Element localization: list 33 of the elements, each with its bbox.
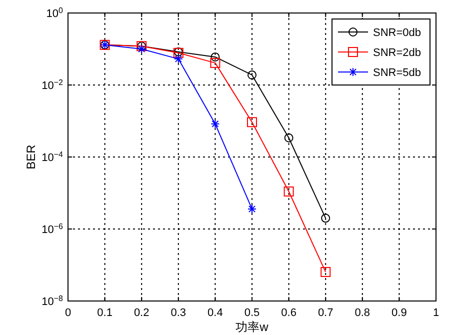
- point: [321, 214, 330, 223]
- x-tick-label: 0.4: [208, 307, 223, 319]
- x-axis-title: 功率w: [236, 320, 269, 334]
- x-tick-label: 0.8: [354, 307, 370, 319]
- legend-label: SNR=5db: [373, 67, 422, 79]
- x-tick-label: 0.9: [392, 307, 407, 319]
- y-tick-label: 10$^{−8}$: [42, 294, 64, 308]
- point: [210, 58, 220, 68]
- y-tick-label: 10$^{−4}$: [42, 150, 64, 164]
- point: [210, 119, 220, 128]
- y-tick-label: 10$^{0}$: [46, 6, 64, 20]
- x-tick-label: 0.6: [281, 307, 296, 319]
- point: [284, 186, 294, 197]
- point: [248, 70, 256, 80]
- point: [174, 54, 183, 64]
- x-tick-label: 1: [432, 307, 440, 319]
- x-tick-label: 0.5: [244, 307, 260, 319]
- x-tick-label: 0.3: [170, 307, 186, 319]
- point: [247, 117, 257, 128]
- x-tick-label: 0: [64, 307, 72, 319]
- y-tick-label: 10$^{−2}$: [42, 78, 64, 92]
- legend-label: SNR=0db: [373, 27, 422, 39]
- x-tick-label: 0.1: [97, 307, 112, 319]
- point: [137, 44, 146, 54]
- y-tick-label: 10$^{−6}$: [42, 222, 64, 236]
- x-tick-label: 0.2: [134, 307, 150, 319]
- point: [284, 133, 294, 142]
- x-tick-label: 0.7: [318, 307, 334, 319]
- y-axis-title: BER: [24, 144, 38, 170]
- legend-label: SNR=2db: [373, 47, 422, 59]
- point: [210, 52, 220, 62]
- point: [248, 204, 256, 214]
- point: [320, 266, 331, 277]
